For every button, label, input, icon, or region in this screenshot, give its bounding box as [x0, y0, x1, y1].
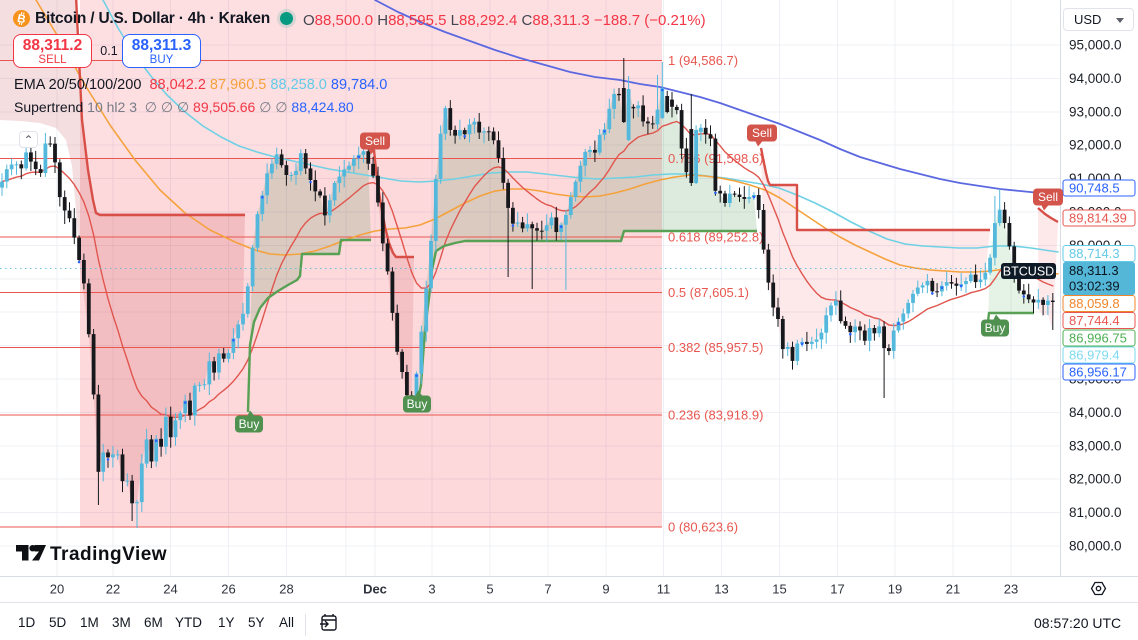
svg-text:Dec: Dec: [363, 582, 387, 597]
svg-text:88,311.3: 88,311.3: [1069, 263, 1119, 278]
svg-text:87,744.4: 87,744.4: [1069, 313, 1120, 328]
svg-text:Buy: Buy: [985, 321, 1006, 335]
svg-text:3: 3: [428, 582, 435, 597]
svg-text:21: 21: [946, 582, 960, 597]
svg-text:90,748.5: 90,748.5: [1069, 181, 1120, 196]
svg-text:88,714.3: 88,714.3: [1069, 246, 1120, 261]
svg-text:9: 9: [602, 582, 609, 597]
svg-text:23: 23: [1004, 582, 1018, 597]
svg-text:86,996.75: 86,996.75: [1069, 331, 1127, 346]
svg-text:0 (80,623.6): 0 (80,623.6): [668, 520, 738, 535]
svg-text:26: 26: [221, 582, 235, 597]
svg-text:0.5 (87,605.1): 0.5 (87,605.1): [668, 285, 749, 300]
svg-text:20: 20: [50, 582, 64, 597]
svg-text:24: 24: [163, 582, 177, 597]
svg-text:Sell: Sell: [752, 126, 772, 140]
svg-text:28: 28: [279, 582, 293, 597]
svg-text:5: 5: [486, 582, 493, 597]
svg-text:22: 22: [106, 582, 120, 597]
svg-text:13: 13: [714, 582, 728, 597]
svg-text:80,000.0: 80,000.0: [1069, 539, 1122, 554]
svg-text:1 (94,586.7): 1 (94,586.7): [668, 53, 738, 68]
svg-text:15: 15: [772, 582, 786, 597]
svg-text:Sell: Sell: [1038, 190, 1058, 204]
svg-text:11: 11: [657, 582, 671, 597]
svg-text:95,000.0: 95,000.0: [1069, 38, 1122, 53]
svg-text:83,000.0: 83,000.0: [1069, 438, 1122, 453]
svg-text:TradingView: TradingView: [50, 544, 167, 565]
svg-text:0.618 (89,252.8): 0.618 (89,252.8): [668, 230, 763, 245]
svg-text:Buy: Buy: [239, 417, 260, 431]
svg-text:93,000.0: 93,000.0: [1069, 104, 1122, 119]
svg-text:17: 17: [830, 582, 844, 597]
svg-text:BTCUSD: BTCUSD: [1003, 265, 1054, 279]
svg-text:0.382 (85,957.5): 0.382 (85,957.5): [668, 340, 763, 355]
svg-text:86,956.17: 86,956.17: [1069, 365, 1127, 380]
svg-text:03:02:39: 03:02:39: [1069, 279, 1120, 294]
svg-text:7: 7: [544, 582, 551, 597]
svg-text:94,000.0: 94,000.0: [1069, 71, 1122, 86]
svg-text:0.236 (83,918.9): 0.236 (83,918.9): [668, 408, 763, 423]
svg-text:88,059.8: 88,059.8: [1069, 296, 1120, 311]
svg-text:89,814.39: 89,814.39: [1069, 211, 1127, 226]
svg-text:84,000.0: 84,000.0: [1069, 405, 1122, 420]
svg-text:92,000.0: 92,000.0: [1069, 138, 1122, 153]
svg-text:81,000.0: 81,000.0: [1069, 505, 1122, 520]
svg-text:B: B: [16, 13, 27, 26]
svg-text:Sell: Sell: [365, 134, 385, 148]
svg-text:86,979.4: 86,979.4: [1069, 348, 1120, 363]
svg-text:Buy: Buy: [407, 397, 428, 411]
svg-text:19: 19: [888, 582, 902, 597]
svg-text:82,000.0: 82,000.0: [1069, 472, 1122, 487]
